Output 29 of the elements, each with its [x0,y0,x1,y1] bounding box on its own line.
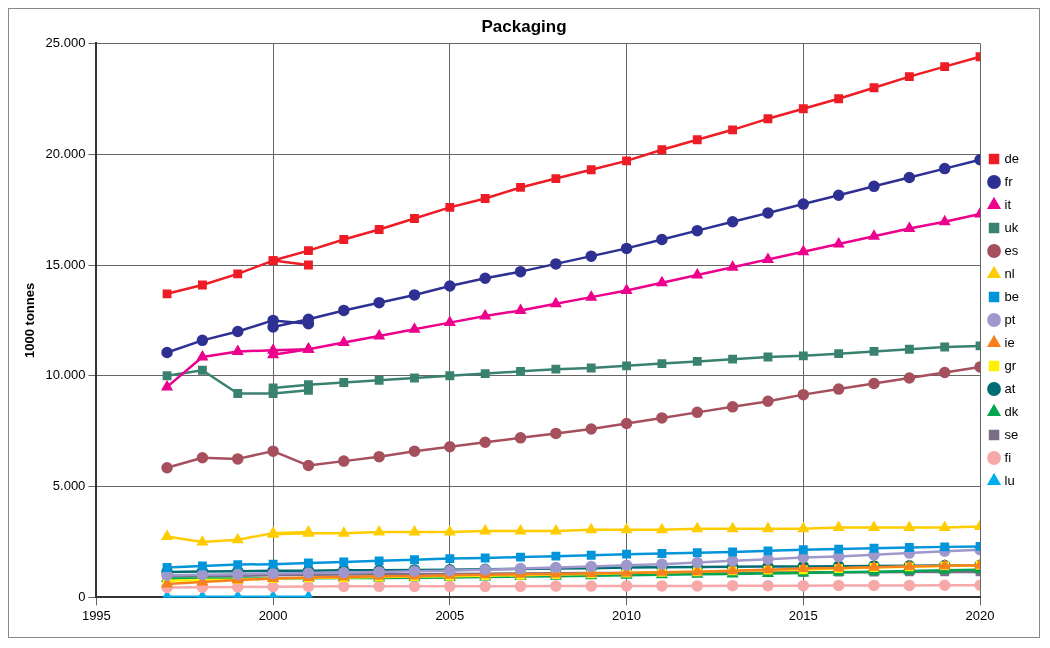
x-tick-label: 2000 [258,607,288,623]
y-tick-label: 20.000 [45,145,86,161]
x-tick-label: 2015 [788,607,818,623]
x-tick-label: 1995 [81,607,111,623]
y-tick-label: 15.000 [45,256,86,272]
legend-label: fr [1004,173,1014,189]
legend-label: nl [1004,265,1015,281]
x-tick-label: 2010 [612,607,642,623]
legend-label: fi [1004,449,1012,465]
y-tick-label: 10.000 [45,367,86,383]
legend-label: dk [1004,403,1019,419]
y-tick-label: 0 [78,588,86,604]
legend-label: lu [1004,472,1015,488]
y-tick-label: 25.000 [45,34,86,50]
legend-label: de [1004,150,1020,166]
x-tick-label: 2005 [435,607,465,623]
legend-label: it [1004,196,1012,212]
legend-label: gr [1004,357,1017,373]
legend-label: at [1004,380,1016,396]
legend-label: es [1004,242,1019,258]
legend-label: pt [1004,311,1016,327]
chart-title: Packaging [481,16,567,36]
legend-label: uk [1004,219,1019,235]
y-tick-label: 5.000 [52,478,86,494]
legend-label: ie [1004,334,1015,350]
x-tick-label: 2020 [965,607,995,623]
legend-label: be [1004,288,1020,304]
y-axis-title: 1000 tonnes [22,282,38,358]
legend-label: se [1004,426,1019,442]
